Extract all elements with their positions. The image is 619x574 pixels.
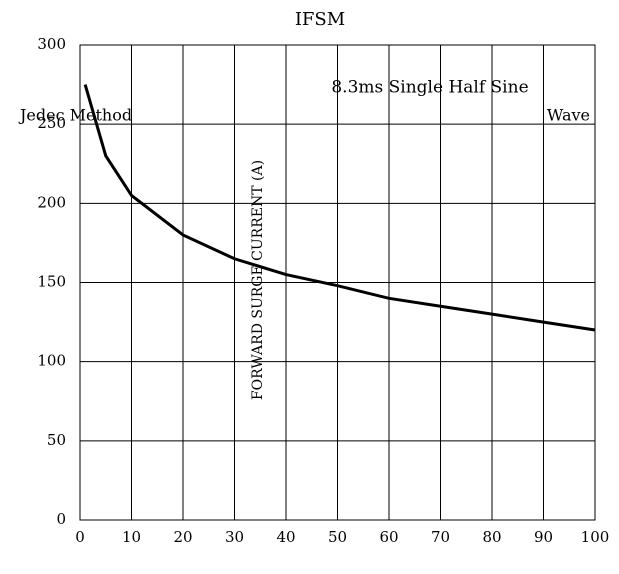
x-tick-label: 40 bbox=[276, 528, 295, 546]
y-tick-label: 0 bbox=[56, 510, 66, 528]
x-tick-label: 50 bbox=[328, 528, 347, 546]
x-tick-label: 90 bbox=[534, 528, 553, 546]
y-tick-label: 250 bbox=[37, 114, 66, 132]
x-tick-label: 20 bbox=[173, 528, 192, 546]
data-line bbox=[83, 84, 596, 332]
annotation: Wave bbox=[547, 106, 590, 125]
y-tick-label: 50 bbox=[47, 431, 66, 449]
annotation: Jedec Method bbox=[18, 106, 132, 125]
x-tick-label: 60 bbox=[379, 528, 398, 546]
y-tick-label: 150 bbox=[37, 273, 66, 291]
x-tick-label: 100 bbox=[581, 528, 610, 546]
x-tick-label: 70 bbox=[431, 528, 450, 546]
x-tick-label: 0 bbox=[75, 528, 85, 546]
annotation: 8.3ms Single Half Sine bbox=[331, 78, 528, 98]
y-tick-label: 200 bbox=[37, 193, 66, 211]
y-tick-label: 300 bbox=[37, 35, 66, 53]
y-axis-label: FORWARD SURGE CURRENT (A) bbox=[250, 160, 266, 400]
x-tick-label: 10 bbox=[122, 528, 141, 546]
y-tick-label: 100 bbox=[37, 352, 66, 370]
chart-title: IFSM bbox=[295, 9, 345, 30]
x-tick-label: 80 bbox=[482, 528, 501, 546]
x-tick-label: 30 bbox=[225, 528, 244, 546]
